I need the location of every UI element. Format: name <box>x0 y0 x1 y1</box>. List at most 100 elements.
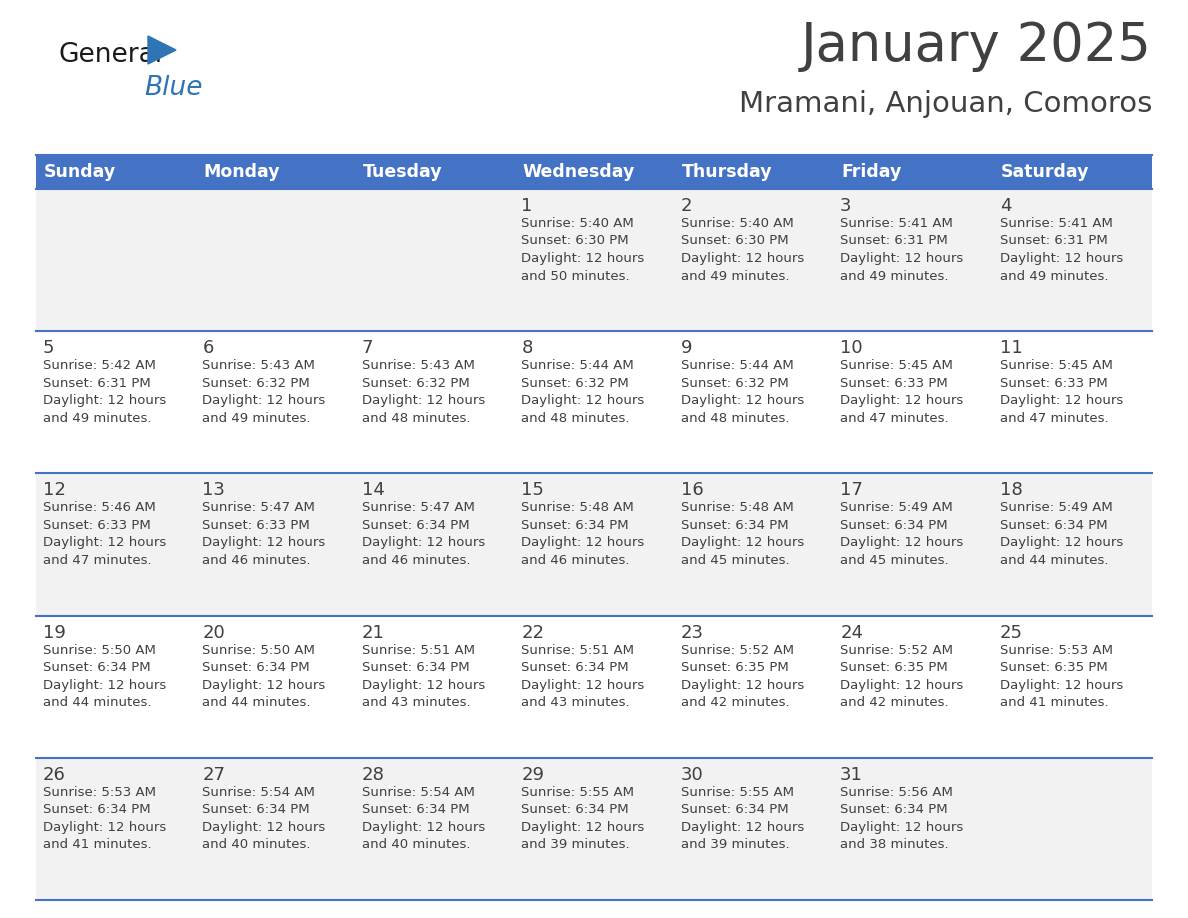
Text: 16: 16 <box>681 481 703 499</box>
Bar <box>514 474 674 616</box>
Bar <box>196 189 355 331</box>
Bar <box>833 155 992 189</box>
Text: Sunrise: 5:51 AM
Sunset: 6:34 PM
Daylight: 12 hours
and 43 minutes.: Sunrise: 5:51 AM Sunset: 6:34 PM Dayligh… <box>522 644 645 709</box>
Text: 14: 14 <box>362 481 385 499</box>
Bar <box>36 331 196 474</box>
Text: Sunrise: 5:56 AM
Sunset: 6:34 PM
Daylight: 12 hours
and 38 minutes.: Sunrise: 5:56 AM Sunset: 6:34 PM Dayligh… <box>840 786 963 851</box>
Bar <box>355 331 514 474</box>
Text: Sunrise: 5:53 AM
Sunset: 6:35 PM
Daylight: 12 hours
and 41 minutes.: Sunrise: 5:53 AM Sunset: 6:35 PM Dayligh… <box>999 644 1123 709</box>
Text: 21: 21 <box>362 623 385 642</box>
Text: 15: 15 <box>522 481 544 499</box>
Text: 5: 5 <box>43 339 55 357</box>
Bar <box>36 155 196 189</box>
Bar <box>833 616 992 757</box>
Bar <box>674 616 833 757</box>
Text: 7: 7 <box>362 339 373 357</box>
Bar <box>196 474 355 616</box>
Text: Sunday: Sunday <box>44 163 116 181</box>
Text: Monday: Monday <box>203 163 280 181</box>
Text: Mramani, Anjouan, Comoros: Mramani, Anjouan, Comoros <box>739 90 1152 118</box>
Bar <box>355 757 514 900</box>
Text: 12: 12 <box>43 481 65 499</box>
Text: 27: 27 <box>202 766 226 784</box>
Text: Sunrise: 5:43 AM
Sunset: 6:32 PM
Daylight: 12 hours
and 48 minutes.: Sunrise: 5:43 AM Sunset: 6:32 PM Dayligh… <box>362 359 485 425</box>
Text: 11: 11 <box>999 339 1023 357</box>
Text: 18: 18 <box>999 481 1023 499</box>
Text: Saturday: Saturday <box>1000 163 1089 181</box>
Text: Sunrise: 5:45 AM
Sunset: 6:33 PM
Daylight: 12 hours
and 47 minutes.: Sunrise: 5:45 AM Sunset: 6:33 PM Dayligh… <box>840 359 963 425</box>
Bar <box>992 757 1152 900</box>
Bar <box>992 474 1152 616</box>
Bar <box>833 331 992 474</box>
Text: Wednesday: Wednesday <box>523 163 634 181</box>
Text: 2: 2 <box>681 197 693 215</box>
Text: 19: 19 <box>43 623 65 642</box>
Text: 9: 9 <box>681 339 693 357</box>
Text: Sunrise: 5:45 AM
Sunset: 6:33 PM
Daylight: 12 hours
and 47 minutes.: Sunrise: 5:45 AM Sunset: 6:33 PM Dayligh… <box>999 359 1123 425</box>
Bar <box>674 474 833 616</box>
Text: 6: 6 <box>202 339 214 357</box>
Text: Sunrise: 5:41 AM
Sunset: 6:31 PM
Daylight: 12 hours
and 49 minutes.: Sunrise: 5:41 AM Sunset: 6:31 PM Dayligh… <box>840 217 963 283</box>
Text: 31: 31 <box>840 766 862 784</box>
Text: Sunrise: 5:50 AM
Sunset: 6:34 PM
Daylight: 12 hours
and 44 minutes.: Sunrise: 5:50 AM Sunset: 6:34 PM Dayligh… <box>43 644 166 709</box>
Text: Sunrise: 5:47 AM
Sunset: 6:34 PM
Daylight: 12 hours
and 46 minutes.: Sunrise: 5:47 AM Sunset: 6:34 PM Dayligh… <box>362 501 485 567</box>
Bar <box>355 155 514 189</box>
Bar <box>196 757 355 900</box>
Text: 20: 20 <box>202 623 226 642</box>
Bar <box>355 474 514 616</box>
Bar <box>992 331 1152 474</box>
Text: Sunrise: 5:44 AM
Sunset: 6:32 PM
Daylight: 12 hours
and 48 minutes.: Sunrise: 5:44 AM Sunset: 6:32 PM Dayligh… <box>681 359 804 425</box>
Text: Sunrise: 5:49 AM
Sunset: 6:34 PM
Daylight: 12 hours
and 44 minutes.: Sunrise: 5:49 AM Sunset: 6:34 PM Dayligh… <box>999 501 1123 567</box>
Bar <box>36 757 196 900</box>
Text: Tuesday: Tuesday <box>362 163 442 181</box>
Text: 29: 29 <box>522 766 544 784</box>
Text: Sunrise: 5:52 AM
Sunset: 6:35 PM
Daylight: 12 hours
and 42 minutes.: Sunrise: 5:52 AM Sunset: 6:35 PM Dayligh… <box>681 644 804 709</box>
Text: 8: 8 <box>522 339 532 357</box>
Text: 3: 3 <box>840 197 852 215</box>
Text: 13: 13 <box>202 481 226 499</box>
Text: 25: 25 <box>999 623 1023 642</box>
Text: Friday: Friday <box>841 163 902 181</box>
Text: 1: 1 <box>522 197 532 215</box>
Bar <box>36 474 196 616</box>
Text: Sunrise: 5:51 AM
Sunset: 6:34 PM
Daylight: 12 hours
and 43 minutes.: Sunrise: 5:51 AM Sunset: 6:34 PM Dayligh… <box>362 644 485 709</box>
Text: Sunrise: 5:47 AM
Sunset: 6:33 PM
Daylight: 12 hours
and 46 minutes.: Sunrise: 5:47 AM Sunset: 6:33 PM Dayligh… <box>202 501 326 567</box>
Bar <box>833 474 992 616</box>
Bar <box>514 189 674 331</box>
Bar <box>36 189 196 331</box>
Text: Sunrise: 5:52 AM
Sunset: 6:35 PM
Daylight: 12 hours
and 42 minutes.: Sunrise: 5:52 AM Sunset: 6:35 PM Dayligh… <box>840 644 963 709</box>
Text: Thursday: Thursday <box>682 163 772 181</box>
Text: 24: 24 <box>840 623 864 642</box>
Text: Sunrise: 5:53 AM
Sunset: 6:34 PM
Daylight: 12 hours
and 41 minutes.: Sunrise: 5:53 AM Sunset: 6:34 PM Dayligh… <box>43 786 166 851</box>
Bar <box>355 189 514 331</box>
Text: Sunrise: 5:46 AM
Sunset: 6:33 PM
Daylight: 12 hours
and 47 minutes.: Sunrise: 5:46 AM Sunset: 6:33 PM Dayligh… <box>43 501 166 567</box>
Bar <box>674 155 833 189</box>
Text: Sunrise: 5:54 AM
Sunset: 6:34 PM
Daylight: 12 hours
and 40 minutes.: Sunrise: 5:54 AM Sunset: 6:34 PM Dayligh… <box>202 786 326 851</box>
Text: Sunrise: 5:55 AM
Sunset: 6:34 PM
Daylight: 12 hours
and 39 minutes.: Sunrise: 5:55 AM Sunset: 6:34 PM Dayligh… <box>522 786 645 851</box>
Bar <box>674 189 833 331</box>
Bar <box>36 616 196 757</box>
Bar <box>514 757 674 900</box>
Text: 17: 17 <box>840 481 862 499</box>
Text: Blue: Blue <box>144 75 202 101</box>
Polygon shape <box>148 36 176 64</box>
Text: January 2025: January 2025 <box>801 20 1152 72</box>
Text: Sunrise: 5:49 AM
Sunset: 6:34 PM
Daylight: 12 hours
and 45 minutes.: Sunrise: 5:49 AM Sunset: 6:34 PM Dayligh… <box>840 501 963 567</box>
Bar <box>355 616 514 757</box>
Text: Sunrise: 5:42 AM
Sunset: 6:31 PM
Daylight: 12 hours
and 49 minutes.: Sunrise: 5:42 AM Sunset: 6:31 PM Dayligh… <box>43 359 166 425</box>
Text: Sunrise: 5:48 AM
Sunset: 6:34 PM
Daylight: 12 hours
and 45 minutes.: Sunrise: 5:48 AM Sunset: 6:34 PM Dayligh… <box>681 501 804 567</box>
Text: Sunrise: 5:54 AM
Sunset: 6:34 PM
Daylight: 12 hours
and 40 minutes.: Sunrise: 5:54 AM Sunset: 6:34 PM Dayligh… <box>362 786 485 851</box>
Bar <box>992 616 1152 757</box>
Bar <box>992 189 1152 331</box>
Bar <box>514 331 674 474</box>
Text: 28: 28 <box>362 766 385 784</box>
Text: Sunrise: 5:40 AM
Sunset: 6:30 PM
Daylight: 12 hours
and 50 minutes.: Sunrise: 5:40 AM Sunset: 6:30 PM Dayligh… <box>522 217 645 283</box>
Bar <box>833 189 992 331</box>
Text: Sunrise: 5:50 AM
Sunset: 6:34 PM
Daylight: 12 hours
and 44 minutes.: Sunrise: 5:50 AM Sunset: 6:34 PM Dayligh… <box>202 644 326 709</box>
Bar <box>674 757 833 900</box>
Bar <box>833 757 992 900</box>
Text: General: General <box>58 42 162 68</box>
Bar <box>196 616 355 757</box>
Text: Sunrise: 5:55 AM
Sunset: 6:34 PM
Daylight: 12 hours
and 39 minutes.: Sunrise: 5:55 AM Sunset: 6:34 PM Dayligh… <box>681 786 804 851</box>
Bar <box>196 155 355 189</box>
